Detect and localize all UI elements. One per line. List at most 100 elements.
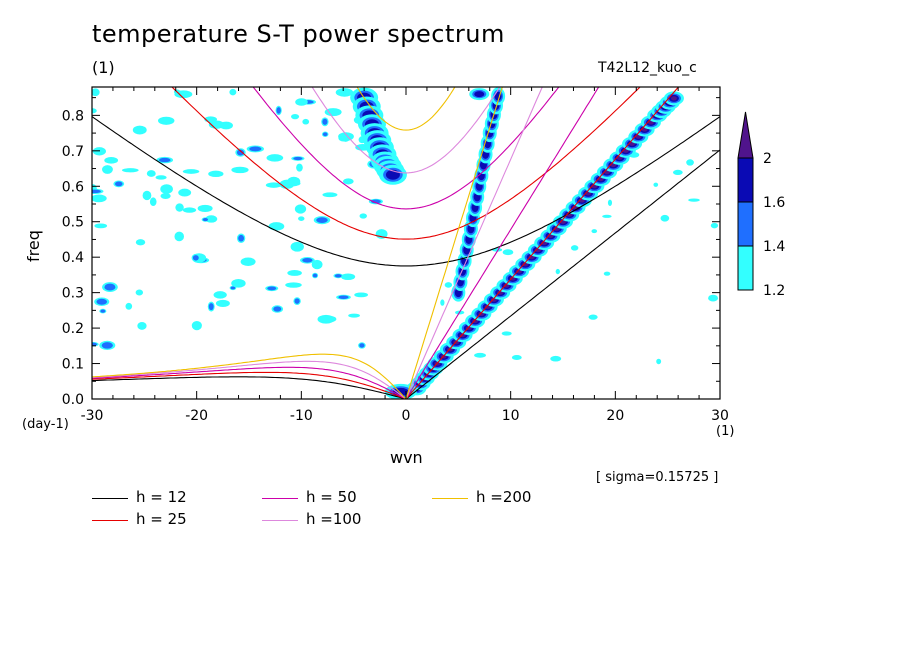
contour-blob xyxy=(208,120,225,129)
y-axis-label: freq xyxy=(24,230,43,262)
contour-blob xyxy=(653,182,659,187)
legend-label: h = 50 xyxy=(306,488,357,506)
contour-blob xyxy=(708,294,719,302)
y-tick-label: 0.5 xyxy=(62,215,84,231)
contour-blob xyxy=(213,291,227,299)
contour-blob xyxy=(312,273,318,278)
contour-blob xyxy=(104,283,116,291)
contour-blob xyxy=(101,342,113,349)
contour-blob xyxy=(208,303,214,311)
contour-blob xyxy=(322,132,328,137)
legend-label: h = 25 xyxy=(136,510,187,528)
rossby-curve xyxy=(92,353,407,399)
contour-blob xyxy=(125,302,133,310)
contour-blob xyxy=(149,197,157,207)
contour-blob xyxy=(348,313,361,318)
contour-blob xyxy=(92,88,100,97)
contour-blob xyxy=(444,282,453,288)
contour-blob xyxy=(588,314,598,320)
legend-swatch xyxy=(92,520,128,521)
y-tick-label: 0.6 xyxy=(62,179,84,195)
colorbar-label: 2 xyxy=(763,151,772,167)
contour-blob xyxy=(324,108,342,117)
contour-blob xyxy=(354,292,369,298)
contour-blob xyxy=(202,218,209,222)
contour-blob xyxy=(359,213,367,219)
contour-blob xyxy=(273,306,282,312)
contour-blob xyxy=(670,96,677,101)
contour-blob xyxy=(265,182,282,188)
y-tick-label: 0.8 xyxy=(62,108,84,124)
rossby-curve xyxy=(92,376,407,399)
colorbar: 2 1.6 1.4 1.2 xyxy=(737,111,785,299)
contour-blob xyxy=(302,258,313,263)
contour-blob xyxy=(158,116,175,125)
y-tick-label: 0.3 xyxy=(62,286,84,302)
contour-blob xyxy=(160,193,171,200)
contour-blob xyxy=(191,320,202,331)
contour-blob xyxy=(602,214,612,218)
contour-blob xyxy=(555,268,561,275)
contour-blob xyxy=(276,107,281,114)
x-tick-label: 30 xyxy=(711,408,729,424)
kelvin-curve xyxy=(405,87,503,399)
contour-blob xyxy=(135,289,144,296)
contour-blob xyxy=(96,298,108,305)
contour-blob xyxy=(335,88,354,97)
kelvin-curve xyxy=(405,87,543,399)
legend-swatch xyxy=(92,498,128,499)
contour-blob xyxy=(340,273,356,281)
contour-blob xyxy=(238,234,245,242)
x-tick-label: 10 xyxy=(502,408,520,424)
contour-blob xyxy=(121,168,139,173)
kelvin-curve xyxy=(405,87,680,399)
contour-blob xyxy=(338,295,349,299)
contour-blob xyxy=(672,169,683,175)
x-axis-label: wvn xyxy=(390,448,423,467)
contour-blob xyxy=(249,146,262,152)
contour-blob xyxy=(240,257,256,267)
contour-blob xyxy=(591,229,598,234)
contour-blob xyxy=(267,286,277,291)
gravity-curve xyxy=(311,87,501,174)
kelvin-curve xyxy=(405,87,600,399)
contour-blob xyxy=(100,309,106,313)
contour-blob xyxy=(137,321,147,330)
contour-blob xyxy=(294,204,307,214)
legend-swatch xyxy=(432,498,468,499)
contour-blob xyxy=(175,203,184,212)
contour-blob xyxy=(319,315,337,323)
contour-blob xyxy=(104,157,119,164)
contour-blob xyxy=(158,157,171,163)
contour-blob xyxy=(370,199,381,204)
contour-blob xyxy=(102,165,113,174)
contour-blob xyxy=(92,194,107,203)
contour-blob xyxy=(182,169,200,174)
colorbar-segment xyxy=(737,201,754,247)
contour-blob xyxy=(686,159,694,166)
contour-blob xyxy=(656,358,662,365)
legend-label: h =100 xyxy=(306,510,362,528)
colorbar-label: 1.6 xyxy=(763,195,785,211)
contour-blob xyxy=(142,190,152,201)
plot-frame xyxy=(91,86,721,400)
sigma-note: [ sigma=0.15725 ] xyxy=(596,470,719,485)
chart-subtitle: (1) xyxy=(92,58,115,77)
rossby-curve xyxy=(92,360,407,399)
contour-blob xyxy=(660,214,670,222)
gravity-curve xyxy=(252,87,560,210)
contour-blob xyxy=(710,222,719,229)
contour-blob xyxy=(474,91,485,98)
legend-swatch xyxy=(262,520,298,521)
rossby-curve xyxy=(92,366,407,399)
x-tick-label: -20 xyxy=(185,408,208,424)
contour-blob xyxy=(607,199,613,206)
colorbar-label: 1.4 xyxy=(763,239,785,255)
x-axis-unit: (1) xyxy=(716,424,735,439)
colorbar-label: 1.2 xyxy=(763,283,785,299)
gravity-curve xyxy=(356,87,456,131)
contour-blob xyxy=(502,249,514,256)
contour-blob xyxy=(178,188,192,197)
contour-blob xyxy=(192,255,199,261)
contour-blob xyxy=(92,342,98,346)
